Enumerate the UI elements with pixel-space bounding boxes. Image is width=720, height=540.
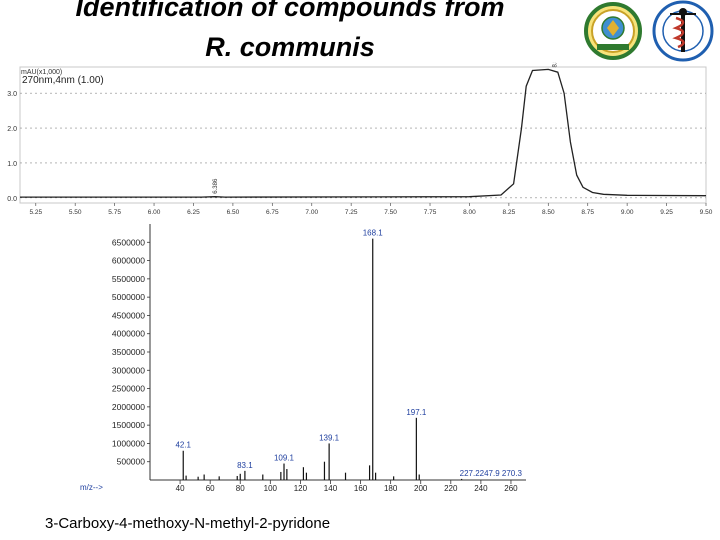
ms-x-tick-label: 240 <box>474 484 488 493</box>
ms-y-tick-label: 2500000 <box>112 384 145 394</box>
chromatogram-x-tick-label: 9.00 <box>621 209 634 216</box>
chromatogram-unit-label: mAU(x1,000) <box>21 69 62 76</box>
ms-x-tick-label: 40 <box>176 484 185 493</box>
ms-y-tick-label: 6000000 <box>112 256 145 266</box>
ms-x-tick-label: 120 <box>294 484 308 493</box>
chromatogram-x-tick-label: 7.00 <box>305 209 318 216</box>
ms-y-tick-label: 5000000 <box>112 292 145 302</box>
chromatogram-x-tick-label: 8.25 <box>503 209 516 216</box>
chromatogram-x-tick-label: 5.75 <box>108 209 121 216</box>
ms-y-tick-label: 1000000 <box>112 438 145 448</box>
ms-peak-label: 197.1 <box>406 408 427 417</box>
slide-title-line-1: Identification of compounds from <box>75 0 505 22</box>
ms-y-tick-label: 500000 <box>117 457 146 467</box>
chromatogram-x-tick-label: 9.50 <box>700 209 713 216</box>
chromatogram-x-tick-label: 5.50 <box>69 209 82 216</box>
ms-peak-label: 139.1 <box>319 433 340 442</box>
slide-title-line-2: R. communis <box>205 32 375 62</box>
ms-y-tick-label: 2000000 <box>112 402 145 412</box>
ms-x-tick-label: 260 <box>504 484 518 493</box>
ms-x-tick-label: 60 <box>206 484 215 493</box>
chromatogram-x-tick-label: 7.50 <box>384 209 397 216</box>
ms-y-tick-label: 3500000 <box>112 347 145 357</box>
chromatogram-x-tick-label: 8.75 <box>581 209 594 216</box>
ms-x-tick-label: 80 <box>236 484 245 493</box>
ms-x-axis-label: m/z--> <box>80 483 103 492</box>
chromatogram-x-tick-label: 6.25 <box>187 209 200 216</box>
chromatogram-x-tick-label: 8.50 <box>542 209 555 216</box>
ms-y-tick-label: 3000000 <box>112 365 145 375</box>
chromatogram-y-tick-label: 1.0 <box>7 161 17 168</box>
chromatogram-x-tick-label: 5.25 <box>29 209 42 216</box>
ms-x-tick-label: 160 <box>354 484 368 493</box>
chromatogram-x-tick-label: 7.25 <box>345 209 358 216</box>
chromatogram-y-tick-label: 0.0 <box>7 196 17 203</box>
chromatogram-x-tick-label: 8.00 <box>463 209 476 216</box>
chromatogram-y-tick-label: 2.0 <box>7 126 17 133</box>
chromatogram-y-tick-label: 3.0 <box>7 91 17 98</box>
compound-caption: 3-Carboxy-4-methoxy-N-methyl-2-pyridone <box>45 515 331 532</box>
chromatogram-frame <box>19 66 707 204</box>
chromatogram-chart: 0.0 1.0 2.0 3.0 5.25 5.50 5.75 6.00 6.25 6.50 6.7… <box>7 62 713 216</box>
mass-spectrum-chart: 500000 1000000 1500000 2000000 2500000 300000… <box>80 224 526 493</box>
ms-peak-label: 83.1 <box>237 461 253 470</box>
ms-x-tick-label: 180 <box>384 484 398 493</box>
ms-peak-label: 109.1 <box>274 454 295 463</box>
ms-peak-label: 168.1 <box>363 229 384 238</box>
kemri-logo <box>652 0 714 62</box>
chromatogram-peak-label: 6.386 <box>213 178 219 194</box>
ms-peak-label: 227.2247.9 270.3 <box>460 469 523 478</box>
ms-x-tick-label: 220 <box>444 484 458 493</box>
chromatogram-x-tick-label: 6.75 <box>266 209 279 216</box>
ms-y-tick-label: 6500000 <box>112 237 145 247</box>
chromatogram-x-tick-label: 9.25 <box>660 209 673 216</box>
ms-x-tick-label: 100 <box>264 484 278 493</box>
ms-x-tick-label: 140 <box>324 484 338 493</box>
chromatogram-x-tick-label: 6.50 <box>227 209 240 216</box>
ms-peak-label: 42.1 <box>175 441 191 450</box>
chromatogram-x-tick-label: 6.00 <box>148 209 161 216</box>
ms-y-tick-label: 1500000 <box>112 420 145 430</box>
ms-y-tick-label: 4000000 <box>112 329 145 339</box>
institute-seal-logo <box>584 2 642 60</box>
ms-y-tick-label: 4500000 <box>112 310 145 320</box>
chromatogram-trace <box>20 68 707 198</box>
ms-x-tick-label: 200 <box>414 484 428 493</box>
chromatogram-channel-label: 270nm,4nm (1.00) <box>22 75 104 86</box>
chromatogram-peak-label: 8.538 <box>552 62 558 67</box>
ms-y-tick-label: 5500000 <box>112 274 145 284</box>
chromatogram-x-tick-label: 7.75 <box>424 209 437 216</box>
